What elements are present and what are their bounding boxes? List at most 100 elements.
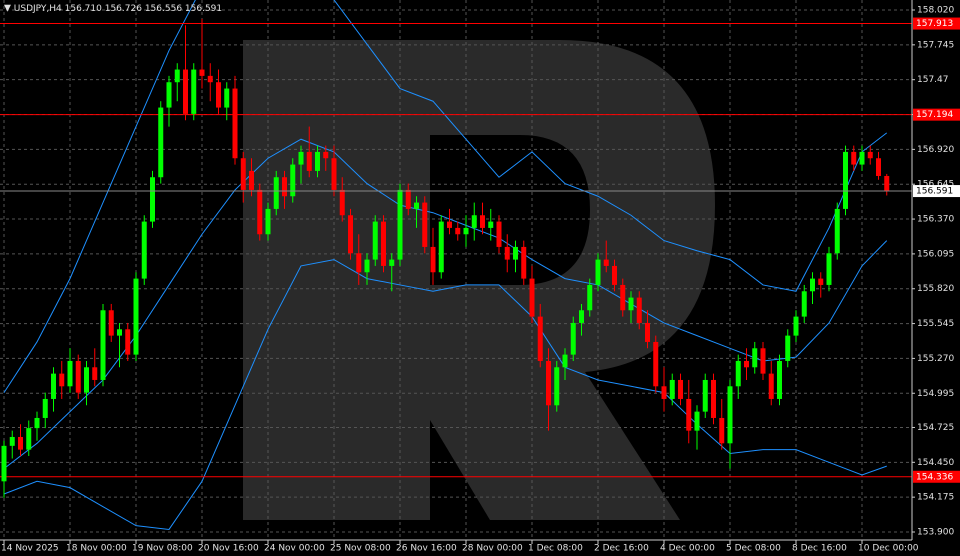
candle-body	[414, 202, 419, 209]
x-tick-label: 19 Nov 08:00	[132, 544, 193, 554]
x-tick-label: 20 Nov 16:00	[198, 544, 259, 554]
y-tick-label: 155.270	[917, 354, 954, 364]
candle-body	[216, 82, 221, 108]
candle-body	[455, 227, 461, 235]
candle-body	[389, 259, 395, 266]
candle-body	[702, 379, 708, 412]
candle-body	[884, 175, 890, 192]
candle-body	[183, 69, 188, 114]
candle-body	[249, 170, 254, 190]
candle-body	[191, 69, 197, 114]
candle-body	[867, 151, 873, 159]
candle-body	[339, 189, 345, 216]
candle-body	[141, 221, 147, 279]
level-label: 157.194	[916, 110, 953, 120]
candle-body	[595, 259, 601, 285]
candle-body	[150, 177, 155, 222]
candle-body	[826, 253, 832, 285]
candle-body	[546, 360, 551, 406]
candle-body	[496, 221, 502, 247]
candle-body	[108, 310, 114, 336]
y-tick-label: 156.645	[917, 180, 954, 190]
candle-body	[199, 69, 205, 76]
candle-body	[554, 367, 560, 406]
candle-body	[364, 259, 370, 273]
candle-body	[422, 202, 428, 247]
candle-body	[645, 322, 650, 342]
candle-body	[9, 436, 15, 446]
candle-body	[669, 379, 675, 399]
level-tag	[913, 17, 960, 30]
candle-body	[438, 221, 444, 273]
y-tick-label: 155.545	[917, 319, 954, 329]
candle-body	[282, 177, 287, 197]
x-tick-label: 2 Dec 16:00	[594, 544, 649, 554]
candle-body	[587, 284, 593, 311]
watermark-logo	[243, 40, 715, 520]
bollinger-band	[3, 259, 887, 530]
x-tick-label: 4 Dec 00:00	[660, 544, 715, 554]
candle-body	[306, 151, 312, 171]
candle-body	[513, 246, 518, 260]
candle-body	[51, 373, 56, 399]
y-tick-label: 156.370	[917, 215, 954, 225]
candle-body	[620, 284, 626, 311]
y-tick-label: 157.47	[917, 75, 949, 85]
x-tick-label: 10 Dec 00:00	[858, 544, 919, 554]
candle-body	[504, 246, 510, 260]
candle-body	[612, 265, 617, 285]
candle-body	[232, 88, 238, 159]
last-price-label: 156.591	[916, 187, 953, 197]
candle-body	[372, 221, 378, 260]
candle-body	[430, 246, 436, 273]
candle-body	[785, 335, 791, 361]
candle-body	[84, 367, 89, 393]
candle-body	[117, 329, 122, 336]
candle-body	[356, 253, 362, 273]
candle-body	[562, 354, 568, 368]
candle-body	[471, 215, 477, 228]
candle-body	[59, 373, 65, 387]
candle-body	[603, 259, 609, 266]
candle-body	[859, 151, 865, 165]
candle-body	[570, 322, 576, 355]
y-tick-label: 156.920	[917, 145, 954, 155]
candle-body	[834, 208, 840, 254]
candle-body	[661, 386, 667, 399]
high: 156.726	[105, 4, 142, 14]
y-tick-label: 154.725	[917, 423, 954, 433]
candle-body	[686, 398, 692, 431]
candle-body	[240, 158, 246, 190]
y-tick-label: 158.020	[917, 6, 954, 16]
candle-body	[92, 367, 98, 380]
x-tick-label: 14 Nov 2025	[1, 544, 59, 554]
last-price-tag	[913, 185, 960, 198]
x-tick-label: 18 Nov 00:00	[66, 544, 127, 554]
candle-body	[768, 373, 774, 399]
candle-body	[727, 386, 733, 444]
candle-body	[67, 360, 73, 387]
candle-body	[26, 428, 32, 450]
candle-body	[777, 360, 782, 399]
candle-body	[298, 151, 304, 165]
candle-body	[1, 445, 7, 482]
candle-body	[851, 151, 857, 165]
candle-body	[75, 360, 81, 393]
candle-body	[224, 88, 230, 108]
candle-body	[744, 360, 749, 368]
candle-body	[348, 215, 353, 254]
candle-body	[34, 417, 40, 429]
candle-body	[315, 151, 320, 171]
candle-body	[760, 348, 766, 374]
candle-body	[678, 379, 683, 399]
plot-area	[0, 0, 912, 530]
candle-body	[125, 329, 131, 355]
level-tag	[913, 108, 960, 121]
candle-body	[793, 316, 799, 336]
x-tick-label: 28 Nov 00:00	[462, 544, 523, 554]
x-tick-label: 8 Dec 16:00	[792, 544, 847, 554]
candle-body	[257, 189, 263, 235]
open: 156.710	[65, 4, 102, 14]
y-tick-label: 155.820	[917, 284, 954, 294]
